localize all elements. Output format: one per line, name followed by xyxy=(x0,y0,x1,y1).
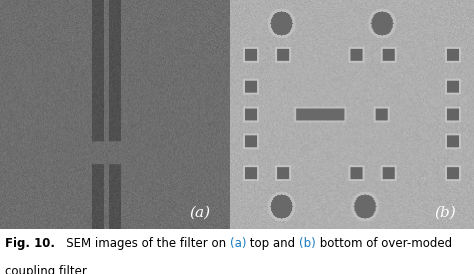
Text: coupling filter.: coupling filter. xyxy=(5,265,89,274)
Text: (a): (a) xyxy=(229,237,246,250)
Text: bottom of over-moded: bottom of over-moded xyxy=(316,237,452,250)
Text: SEM images of the filter on: SEM images of the filter on xyxy=(55,237,229,250)
Text: Fig. 10.: Fig. 10. xyxy=(5,237,55,250)
Text: (b): (b) xyxy=(299,237,316,250)
Text: top and: top and xyxy=(246,237,299,250)
Text: (b): (b) xyxy=(434,206,456,220)
Text: (a): (a) xyxy=(190,206,210,220)
